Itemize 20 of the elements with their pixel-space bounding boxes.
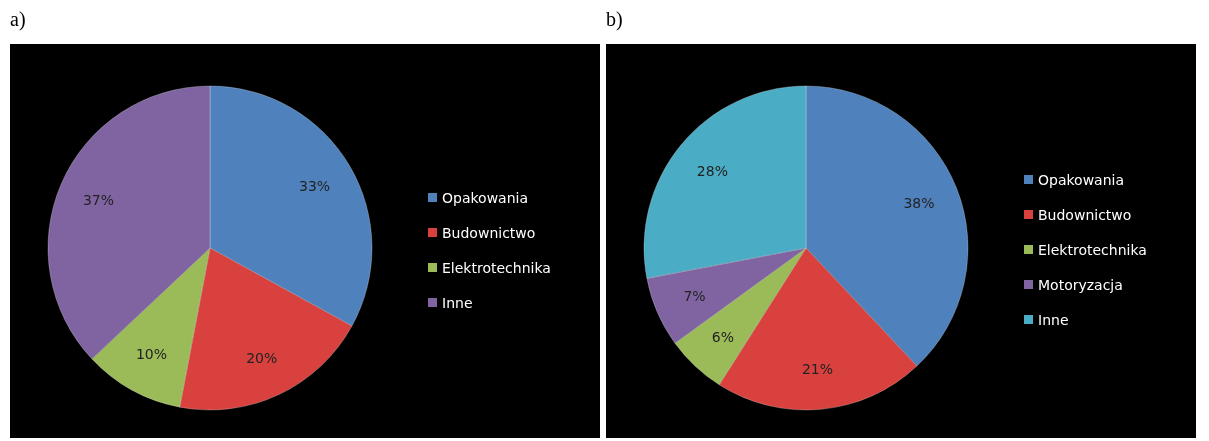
legend-label: Budownictwo <box>1038 207 1132 223</box>
data-label: 33% <box>299 178 331 195</box>
legend-label: Opakowania <box>1038 172 1125 188</box>
data-label: 7% <box>683 288 706 305</box>
legend-label: Elektrotechnika <box>1038 242 1147 258</box>
legend-label: Opakowania <box>442 190 529 206</box>
data-label: 37% <box>82 191 115 208</box>
data-label: 21% <box>801 360 833 377</box>
chart-title: b) <box>606 8 623 31</box>
legend-label: Motoryzacja <box>1038 277 1123 293</box>
data-label: 28% <box>696 162 728 179</box>
legend-label: Budownictwo <box>442 225 536 241</box>
legend-label: Elektrotechnika <box>442 260 551 276</box>
data-label: 10% <box>135 346 168 363</box>
data-label: 38% <box>903 195 935 212</box>
legend-label: Inne <box>1038 312 1069 328</box>
data-label: 6% <box>711 328 734 345</box>
data-label: 20% <box>246 349 278 366</box>
legend-label: Inne <box>442 295 473 311</box>
chart-title: a) <box>10 8 26 31</box>
